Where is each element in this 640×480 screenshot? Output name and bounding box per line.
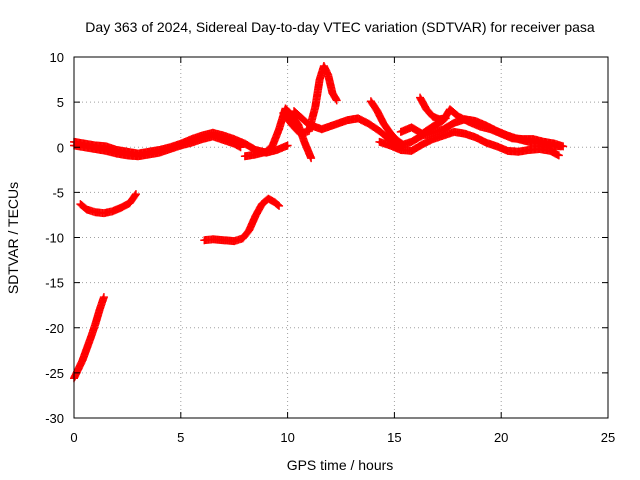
y-tick-label: -15 [45, 276, 64, 291]
y-tick-label: -5 [52, 185, 64, 200]
data-point [236, 143, 245, 152]
x-tick-label: 20 [494, 430, 508, 445]
series-arc-6 [366, 97, 407, 149]
data-point [131, 191, 140, 200]
x-tick-label: 25 [601, 430, 615, 445]
data-point [554, 151, 563, 160]
data-point [99, 293, 108, 302]
y-axis-label: SDTVAR / TECUs [5, 182, 21, 294]
series-arc-12 [70, 293, 108, 383]
chart-title: Day 363 of 2024, Sidereal Day-to-day VTE… [85, 19, 595, 35]
grid-lines [74, 57, 608, 418]
series-arc-10 [76, 190, 140, 218]
y-tick-label: -10 [45, 231, 64, 246]
y-tick-label: 10 [50, 50, 64, 65]
y-tick-label: -20 [45, 321, 64, 336]
data-point [559, 142, 568, 151]
data-points [70, 62, 568, 383]
x-tick-label: 10 [280, 430, 294, 445]
y-tick-label: 5 [57, 95, 64, 110]
series-arc-3 [240, 104, 316, 163]
data-point [441, 114, 450, 123]
x-axis-ticks: 0 5 10 15 20 25 [70, 57, 615, 445]
x-axis-label: GPS time / hours [287, 457, 394, 473]
series-arc-7 [375, 127, 563, 160]
data-point [332, 96, 341, 105]
series-arc-9 [416, 93, 450, 124]
x-tick-label: 15 [387, 430, 401, 445]
series-arc-4 [279, 62, 341, 138]
data-point [273, 201, 282, 210]
x-tick-label: 0 [70, 430, 77, 445]
data-point [275, 201, 284, 210]
y-tick-label: -25 [45, 366, 64, 381]
data-point [283, 141, 292, 150]
y-axis-ticks: -30 -25 -20 -15 -10 -5 0 5 10 [45, 50, 608, 426]
x-tick-label: 5 [177, 430, 184, 445]
series-arc-2 [70, 132, 245, 161]
series-arc-11 [200, 194, 284, 246]
data-point [131, 190, 140, 199]
data-point [307, 154, 316, 163]
series-arc-8 [396, 105, 568, 151]
y-tick-label: 0 [57, 140, 64, 155]
y-tick-label: -30 [45, 411, 64, 426]
